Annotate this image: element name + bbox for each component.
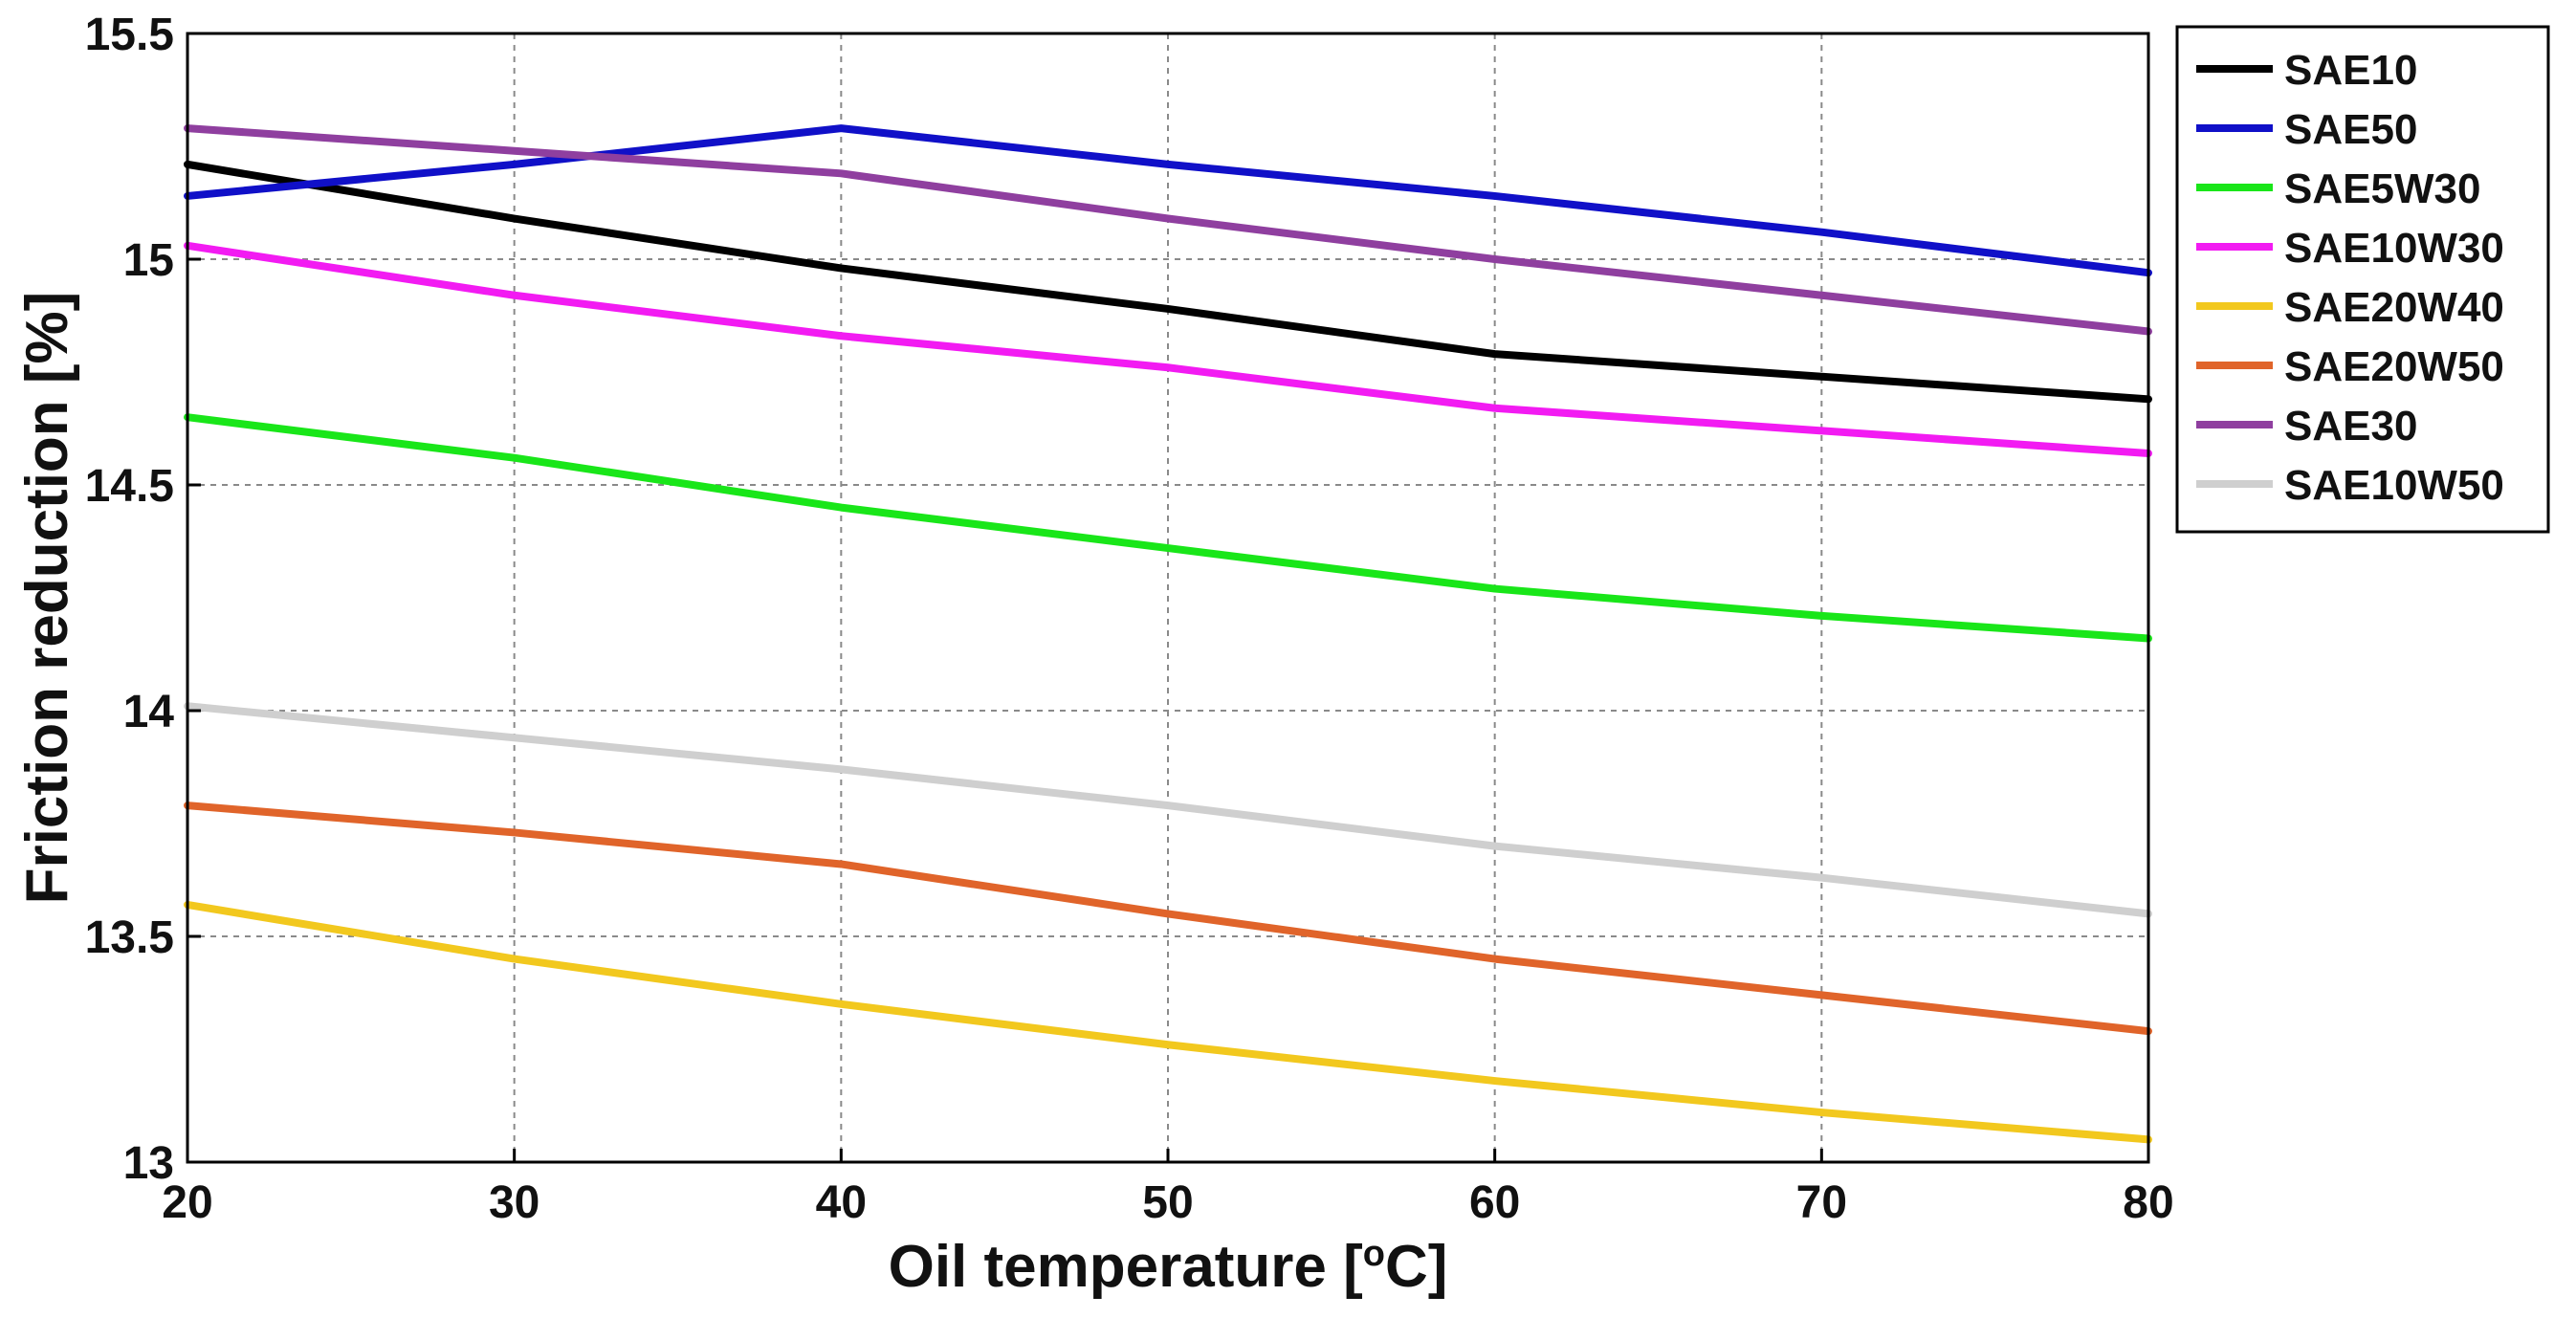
legend-box: [2175, 25, 2550, 534]
series-line-sae20w40: [184, 900, 2152, 1144]
legend-label-sae10w30: SAE10W30: [2284, 225, 2504, 272]
series-line-sae50: [184, 124, 2152, 277]
x-tick-label: 30: [489, 1177, 539, 1228]
x-tick-label: 80: [2123, 1177, 2173, 1228]
legend: SAE10 SAE50 SAE5W30 SAE10W30 SAE20W40 SAE20W5…: [2175, 25, 2550, 534]
y-tick-label: 14.5: [85, 461, 174, 512]
x-axis-title: Oil temperature [oC]: [889, 1234, 1448, 1300]
x-tick-label: 70: [1796, 1177, 1847, 1228]
y-axis-title: Friction reduction [%]: [14, 292, 80, 905]
y-tick-label: 15.5: [85, 10, 174, 60]
series-line-sae10w30: [184, 241, 2152, 457]
y-tick-label: 13.5: [85, 912, 174, 963]
legend-label-sae5w30: SAE5W30: [2284, 165, 2480, 212]
series-group: [184, 124, 2152, 1144]
y-tick-label: 13: [123, 1138, 174, 1189]
legend-label-sae30: SAE30: [2284, 403, 2417, 450]
legend-label-sae10: SAE10: [2284, 47, 2417, 94]
series-line-sae5w30: [184, 413, 2152, 643]
legend-label-sae20w50: SAE20W50: [2284, 343, 2504, 390]
legend-label-sae10w50: SAE10W50: [2284, 462, 2504, 509]
y-tick-label: 15: [123, 235, 174, 286]
series-line-sae10: [184, 160, 2152, 404]
y-tick-label: 14: [123, 687, 175, 737]
series-line-sae30: [184, 124, 2152, 336]
x-tick-label: 60: [1469, 1177, 1520, 1228]
x-tick-label: 50: [1142, 1177, 1193, 1228]
series-line-sae20w50: [184, 802, 2152, 1036]
series-line-sae10w50: [184, 702, 2152, 918]
legend-label-sae50: SAE50: [2284, 106, 2417, 153]
x-tick-label: 40: [816, 1177, 867, 1228]
tick-labels: 20 30 40 50 60 70 80 13 13.5 14 14.5 15 15.5: [85, 10, 2174, 1228]
legend-label-sae20w40: SAE20W40: [2284, 284, 2504, 331]
x-tick-label: 20: [162, 1177, 212, 1228]
